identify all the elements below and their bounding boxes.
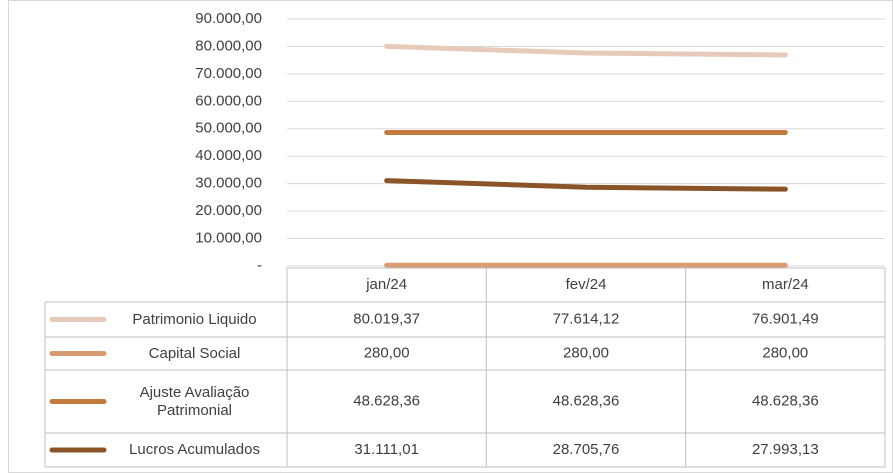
data-label: 280,00 — [563, 344, 609, 361]
data-label: 28.705,76 — [553, 441, 620, 458]
y-tick-label: 80.000,00 — [195, 37, 262, 54]
series-line — [384, 43, 788, 58]
data-label: 280,00 — [364, 344, 410, 361]
data-label: 48.628,36 — [353, 392, 420, 409]
legend-label: Capital Social — [148, 344, 241, 362]
legend-label-box: Lucros Acumulados — [129, 441, 260, 458]
data-label: 48.628,36 — [553, 392, 620, 409]
y-tick-label: 10.000,00 — [195, 230, 262, 247]
y-tick-label: 30.000,00 — [195, 175, 262, 192]
y-tick-label: - — [257, 257, 262, 274]
data-label: 31.111,01 — [354, 441, 419, 458]
y-tick-label: 50.000,00 — [195, 120, 262, 137]
data-label: 77.614,12 — [553, 310, 620, 327]
data-label: 280,00 — [762, 344, 808, 361]
x-tick-label: jan/24 — [365, 276, 407, 293]
legend-label-box: Patrimonio Liquido — [132, 310, 257, 328]
y-tick-label: 60.000,00 — [195, 92, 262, 109]
y-tick-label: 20.000,00 — [195, 202, 262, 219]
y-tick-label: 40.000,00 — [195, 147, 262, 164]
legend-label: Ajuste Avaliação Patrimonial — [139, 383, 250, 419]
data-label: 48.628,36 — [752, 392, 819, 409]
legend-label: Lucros Acumulados — [129, 441, 260, 458]
legend-label: Patrimonio Liquido — [132, 310, 257, 328]
series-line — [384, 178, 788, 192]
data-label: 80.019,37 — [353, 310, 420, 327]
legend-label-box: Capital Social — [148, 344, 241, 362]
x-tick-label: fev/24 — [566, 276, 607, 293]
y-tick-label: 90.000,00 — [195, 10, 262, 27]
y-tick-label: 70.000,00 — [195, 65, 262, 82]
legend-label-box: Ajuste Avaliação Patrimonial — [139, 383, 250, 419]
x-tick-label: mar/24 — [762, 276, 809, 293]
data-label: 76.901,49 — [752, 310, 819, 327]
data-label: 27.993,13 — [752, 441, 819, 458]
